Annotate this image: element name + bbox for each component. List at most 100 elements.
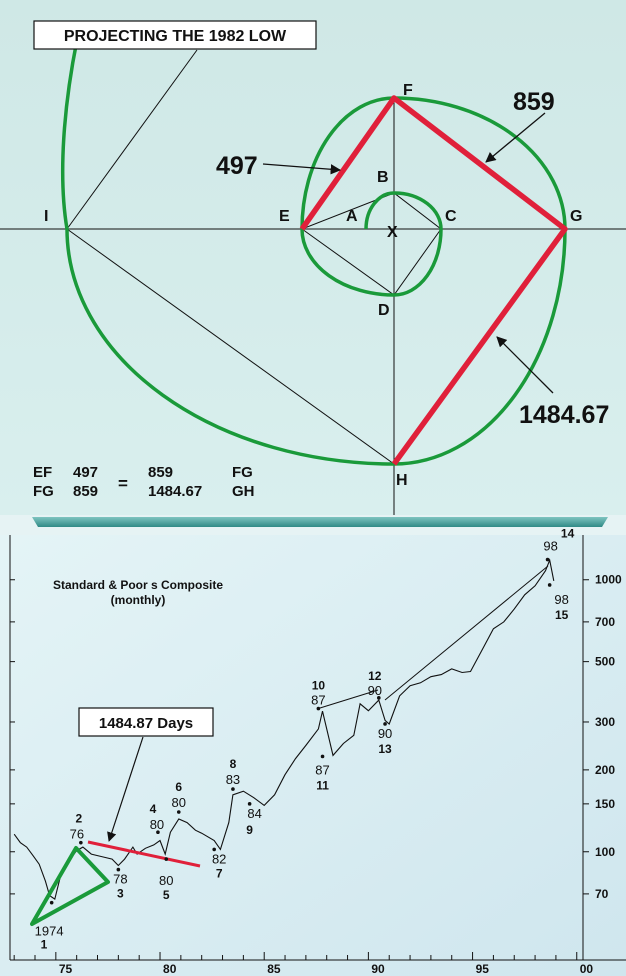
wave-point (116, 867, 121, 872)
golden-spiral (60, 39, 567, 466)
wave-year-label: 1974 (35, 924, 64, 939)
eq-row1-col2: 497 (73, 464, 98, 481)
eq-row2-col1: FG (33, 483, 54, 500)
wave-point (316, 706, 321, 711)
title: PROJECTING THE 1982 LOW (64, 28, 287, 45)
red-segments-efgh (299, 95, 568, 466)
wave-point (79, 840, 83, 845)
point-label-e: E (279, 208, 290, 225)
wave-number-label: 5 (163, 888, 170, 902)
eq-row1-col1: EF (33, 464, 52, 481)
arrow-497 (262, 163, 342, 175)
wave-year-label: 90 (368, 683, 382, 698)
days-label-box (78, 707, 214, 737)
wave-number-label: 10 (312, 679, 326, 693)
spiral-panel: PROJECTING THE 1982 LOW F B A X C E G D … (0, 0, 626, 515)
series-line (13, 558, 555, 900)
x-tick-label: 00 (580, 962, 594, 976)
wave-point (164, 857, 169, 861)
wave-year-label: 84 (247, 806, 261, 821)
wave-year-label: 80 (172, 795, 186, 810)
wave-year-label: 76 (70, 827, 84, 842)
x-tick-label: 95 (476, 962, 490, 976)
x-tick-label: 85 (267, 962, 281, 976)
wave-point (547, 583, 552, 587)
y-tick-label: 70 (595, 887, 609, 901)
y-tick-label: 500 (595, 655, 615, 669)
chart-panel: Standard & Poor s Composite (monthly) 70… (0, 527, 626, 976)
wave-year-label: 87 (315, 762, 329, 777)
wave-year-label: 98 (543, 539, 557, 554)
y-tick-label: 200 (595, 763, 615, 777)
value-gh: 1484.67 (519, 401, 609, 429)
eq-row2-col3: 1484.67 (148, 483, 202, 500)
wave-point (377, 696, 381, 700)
wave-point (545, 557, 550, 562)
wave-year-label: 98 (554, 592, 568, 607)
wave-number-label: 15 (555, 608, 569, 622)
y-tick-label: 1000 (595, 573, 622, 587)
trendline-1987-1990 (319, 689, 379, 709)
wave-point (49, 900, 54, 905)
wave-year-label: 80 (150, 817, 164, 832)
chart-subtitle: (monthly) (111, 593, 166, 607)
days-label: 1484.87 Days (99, 715, 193, 732)
eq-row2-col2: 859 (73, 483, 98, 500)
x-tick-label: 90 (371, 962, 385, 976)
wave-number-label: 11 (316, 778, 329, 792)
eq-equals: = (118, 474, 128, 493)
wave-labels: 1197427637848058068078288398410871187129… (35, 527, 575, 952)
point-label-c: C (445, 208, 457, 225)
wave-number-label: 1 (41, 938, 48, 952)
wave-number-label: 14 (561, 527, 575, 541)
wave-point (176, 810, 181, 814)
wave-number-label: 6 (175, 780, 182, 794)
ratio-equation: EF 497 859 FG = FG 859 1484.67 GH (33, 464, 255, 500)
point-label-g: G (570, 208, 582, 225)
point-label-d: D (378, 302, 390, 319)
days-label-arrow (107, 736, 144, 842)
point-label-f: F (403, 82, 413, 99)
eq-row1-col4: FG (232, 464, 253, 481)
line-i-to-top (66, 49, 198, 230)
value-fg: 859 (513, 88, 555, 116)
trendline-1990-1998 (384, 565, 549, 701)
arrow-1484 (496, 336, 554, 394)
wave-number-label: 13 (378, 742, 392, 756)
eq-row1-col3: 859 (148, 464, 173, 481)
panel-separator (0, 515, 626, 535)
wave-number-label: 7 (216, 866, 223, 880)
point-label-b: B (377, 169, 389, 186)
wave-number-label: 4 (150, 802, 157, 816)
chart-background (0, 535, 626, 976)
point-label-i: I (44, 208, 48, 225)
wave-number-label: 8 (230, 757, 237, 771)
wave-number-label: 3 (117, 887, 124, 901)
wave-number-label: 2 (75, 812, 82, 826)
value-ef: 497 (216, 152, 258, 180)
eq-row2-col4: GH (232, 483, 255, 500)
point-label-a: A (346, 208, 358, 225)
projection-line (87, 840, 201, 868)
wave-year-label: 82 (212, 851, 226, 866)
wave-point (320, 754, 325, 759)
wave-year-label: 83 (226, 772, 240, 787)
point-label-h: H (396, 472, 408, 489)
point-label-x: X (387, 224, 398, 241)
x-axis-ticks: 75 80 85 90 95 00 (13, 952, 594, 976)
x-tick-label: 75 (59, 962, 73, 976)
wave-point (383, 722, 387, 726)
y-tick-label: 100 (595, 845, 615, 859)
separator-bar (32, 517, 608, 527)
line-i-to-h (66, 228, 395, 465)
y-axis-ticks: 70 100 150 200 300 500 700 1000 (10, 573, 622, 901)
wave-year-label: 78 (113, 872, 127, 887)
y-tick-label: 150 (595, 797, 615, 811)
arrow-859 (485, 112, 546, 163)
y-tick-label: 700 (595, 615, 615, 629)
title-box (33, 20, 317, 50)
wave-year-label: 80 (159, 873, 173, 888)
wave-point (156, 830, 160, 835)
wave-number-label: 12 (368, 669, 382, 683)
